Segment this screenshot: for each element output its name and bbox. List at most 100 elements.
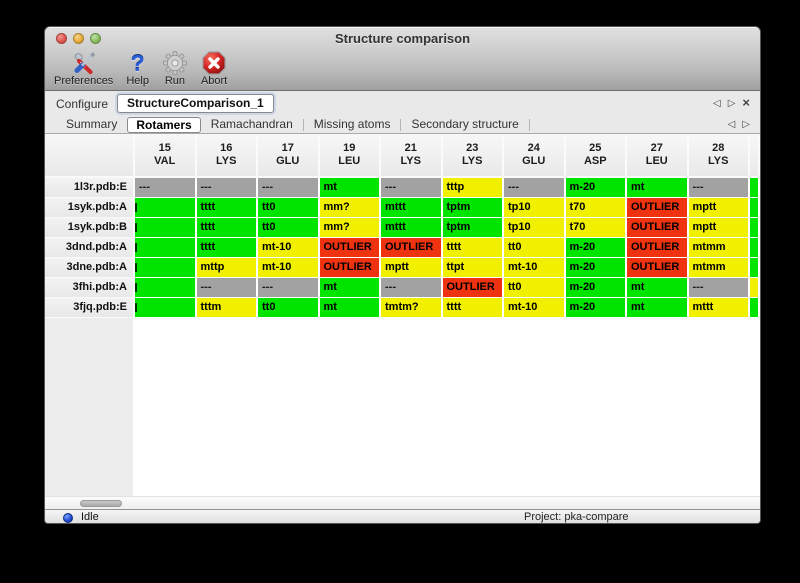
rotamer-cell[interactable]: m-20 <box>565 298 627 318</box>
run-button[interactable]: Run <box>162 49 188 87</box>
rotamer-cell[interactable]: mt <box>627 178 689 198</box>
rotamer-cell[interactable]: mttt <box>381 218 443 238</box>
rotamer-cell[interactable]: mm? <box>319 198 381 218</box>
rotamer-cell[interactable]: mt <box>627 298 689 318</box>
rotamer-cell[interactable]: mttt <box>381 198 443 218</box>
rotamer-cell[interactable]: --- <box>688 278 750 298</box>
rotamer-cell[interactable]: --- <box>196 278 258 298</box>
rotamer-cell[interactable] <box>135 258 197 278</box>
column-header[interactable]: 19 LEU <box>319 134 381 178</box>
column-header[interactable]: 28 LYS <box>688 134 750 178</box>
column-header[interactable]: 17 GLU <box>258 134 320 178</box>
overflow-cell[interactable] <box>750 258 760 278</box>
rotamer-cell[interactable]: --- <box>381 178 443 198</box>
rotamer-cell[interactable]: mttp <box>196 258 258 278</box>
rotamer-cell[interactable]: mptt <box>688 198 750 218</box>
rotamer-cell[interactable]: tt0 <box>258 218 320 238</box>
rotamer-cell[interactable]: tttt <box>442 238 504 258</box>
rotamer-cell[interactable] <box>135 238 197 258</box>
rotamer-cell[interactable]: tt0 <box>504 238 566 258</box>
rotamer-cell[interactable]: mt-10 <box>504 258 566 278</box>
rotamer-cell[interactable]: mptt <box>381 258 443 278</box>
prev-tab-icon[interactable]: ◁ <box>727 118 736 130</box>
overflow-cell[interactable] <box>750 278 760 298</box>
close-configure-icon[interactable]: × <box>742 94 750 110</box>
column-header[interactable]: 16 LYS <box>196 134 258 178</box>
rotamer-cell[interactable]: --- <box>135 178 197 198</box>
configure-tab[interactable]: StructureComparison_1 <box>117 94 274 113</box>
rotamer-cell[interactable]: m-20 <box>565 258 627 278</box>
preferences-button[interactable]: Preferences <box>54 49 113 87</box>
rotamer-cell[interactable]: t70 <box>565 198 627 218</box>
overflow-cell[interactable] <box>750 178 760 198</box>
column-header[interactable]: 25 ASP <box>565 134 627 178</box>
rotamer-cell[interactable]: --- <box>196 178 258 198</box>
rotamer-cell[interactable]: tptm <box>442 198 504 218</box>
rotamer-cell[interactable]: --- <box>381 278 443 298</box>
rotamer-cell[interactable]: OUTLIER <box>442 278 504 298</box>
horizontal-scrollbar[interactable] <box>45 496 760 509</box>
rotamer-cell[interactable] <box>135 278 197 298</box>
overflow-cell[interactable] <box>750 218 760 238</box>
rotamer-cell[interactable]: OUTLIER <box>627 258 689 278</box>
rotamer-cell[interactable] <box>135 298 197 318</box>
column-header[interactable]: 23 LYS <box>442 134 504 178</box>
prev-configure-icon[interactable]: ◁ <box>713 97 721 109</box>
rotamer-cell[interactable]: OUTLIER <box>381 238 443 258</box>
rotamer-cell[interactable]: OUTLIER <box>627 238 689 258</box>
rotamer-cell[interactable]: OUTLIER <box>627 198 689 218</box>
rotamer-cell[interactable]: tt0 <box>504 278 566 298</box>
rotamer-cell[interactable]: mtmm <box>688 238 750 258</box>
row-label[interactable]: 3fjq.pdb:E <box>45 298 135 318</box>
rotamer-cell[interactable]: tttt <box>196 218 258 238</box>
minimize-window-button[interactable] <box>73 33 84 44</box>
row-label[interactable]: 1syk.pdb:A <box>45 198 135 218</box>
rotamer-cell[interactable]: tt0 <box>258 298 320 318</box>
rotamer-cell[interactable]: mt <box>319 278 381 298</box>
rotamer-cell[interactable]: --- <box>258 278 320 298</box>
zoom-window-button[interactable] <box>90 33 101 44</box>
title-bar[interactable]: Structure comparison <box>45 27 760 49</box>
rotamer-cell[interactable]: m-20 <box>565 278 627 298</box>
tab-missing-atoms[interactable]: Missing atoms <box>313 116 391 131</box>
tab-secondary-structure[interactable]: Secondary structure <box>411 116 519 131</box>
rotamer-cell[interactable]: OUTLIER <box>627 218 689 238</box>
rotamer-cell[interactable]: tttt <box>196 198 258 218</box>
tab-ramachandran[interactable]: Ramachandran <box>210 116 293 131</box>
rotamer-cell[interactable]: --- <box>504 178 566 198</box>
rotamer-cell[interactable]: OUTLIER <box>319 258 381 278</box>
rotamer-cell[interactable]: mt <box>319 298 381 318</box>
overflow-cell[interactable] <box>750 198 760 218</box>
tab-rotamers[interactable]: Rotamers <box>127 116 201 133</box>
rotamer-cell[interactable]: ttpt <box>442 258 504 278</box>
rotamer-cell[interactable]: tp10 <box>504 218 566 238</box>
rotamer-cell[interactable]: mm? <box>319 218 381 238</box>
tab-summary[interactable]: Summary <box>66 116 118 131</box>
rotamer-cell[interactable]: mt-10 <box>258 238 320 258</box>
rotamer-cell[interactable]: t70 <box>565 218 627 238</box>
rotamer-cell[interactable]: tttt <box>442 298 504 318</box>
scrollbar-thumb[interactable] <box>80 500 122 507</box>
column-header[interactable]: 21 LYS <box>381 134 443 178</box>
rotamer-cell[interactable]: tttm <box>196 298 258 318</box>
row-label[interactable]: 3fhi.pdb:A <box>45 278 135 298</box>
rotamer-cell[interactable]: --- <box>688 178 750 198</box>
rotamer-cell[interactable]: mptt <box>688 218 750 238</box>
rotamer-cell[interactable]: tt0 <box>258 198 320 218</box>
overflow-cell[interactable] <box>750 238 760 258</box>
rotamer-cell[interactable]: --- <box>258 178 320 198</box>
rotamer-cell[interactable]: m-20 <box>565 178 627 198</box>
rotamer-cell[interactable]: tttp <box>442 178 504 198</box>
row-label[interactable]: 3dne.pdb:A <box>45 258 135 278</box>
row-label[interactable]: 1syk.pdb:B <box>45 218 135 238</box>
row-label[interactable]: 1l3r.pdb:E <box>45 178 135 198</box>
next-tab-icon[interactable]: ▷ <box>742 118 750 130</box>
rotamer-cell[interactable]: mt-10 <box>258 258 320 278</box>
rotamer-cell[interactable]: mtmm <box>688 258 750 278</box>
rotamer-cell[interactable]: tttt <box>196 238 258 258</box>
next-configure-icon[interactable]: ▷ <box>727 97 736 109</box>
rotamer-cell[interactable]: mttt <box>688 298 750 318</box>
rotamer-cell[interactable]: tp10 <box>504 198 566 218</box>
rotamer-cell[interactable]: mt <box>627 278 689 298</box>
abort-button[interactable]: Abort <box>201 49 227 87</box>
